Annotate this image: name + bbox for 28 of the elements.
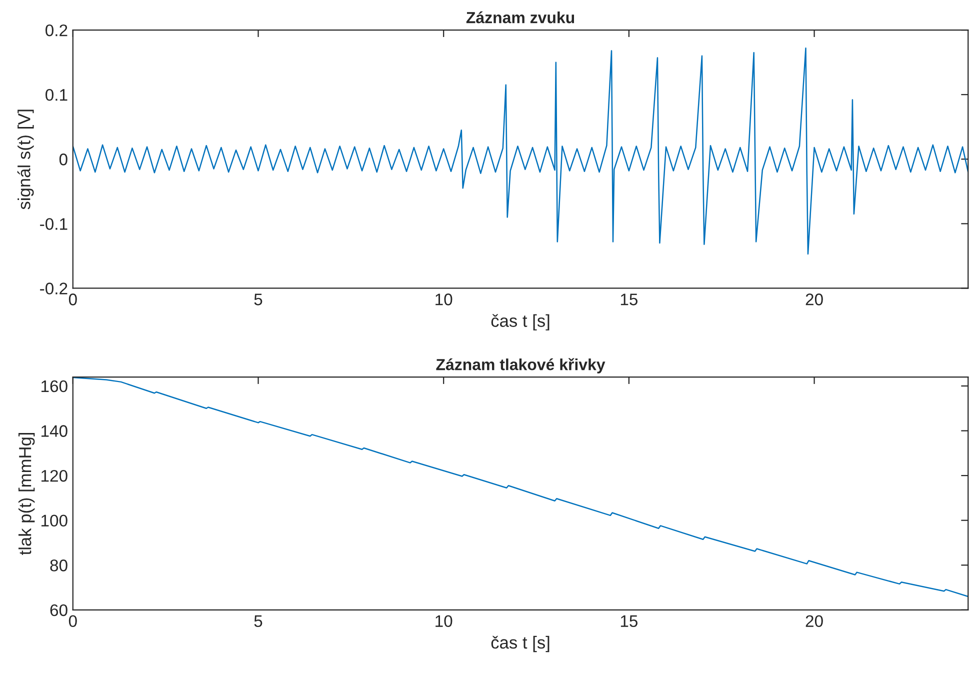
y-axis-title: signál s(t) [V] [17,110,34,210]
line-series [72,48,968,255]
y-tick-label: 160 [42,380,68,392]
y-tick-label: 0.1 [46,88,68,101]
y-tick-label: 100 [42,514,68,527]
y-tick-label: 60 [50,604,68,616]
y-tick-label: -0.1 [40,218,68,230]
x-tick-label: 5 [254,294,262,306]
y-tick-label: 120 [42,470,68,482]
y-axis-title: tlak p(t) [mmHg] [18,432,35,555]
x-tick-label: 20 [806,294,823,306]
x-tick-label: 15 [620,615,638,628]
chart-title: Záznam tlakové křivky [436,358,606,374]
x-tick-label: 20 [806,615,823,628]
x-tick-label: 5 [254,615,262,628]
x-tick-label: 10 [436,615,452,628]
x-tick-label: 15 [620,294,638,306]
y-tick-label: 140 [42,425,68,437]
chart-title: Záznam zvuku [466,11,574,24]
x-axis-title: čas t [s] [491,636,550,652]
y-tick-label: 0 [59,154,68,166]
x-tick-label: 10 [436,294,452,306]
y-tick-label: 0.2 [46,24,68,36]
x-tick-label: 0 [68,615,77,628]
y-tick-label: -0.2 [40,282,68,294]
x-tick-label: 0 [68,294,77,306]
x-axis-title: čas t [s] [491,314,550,330]
y-tick-label: 80 [50,560,68,572]
